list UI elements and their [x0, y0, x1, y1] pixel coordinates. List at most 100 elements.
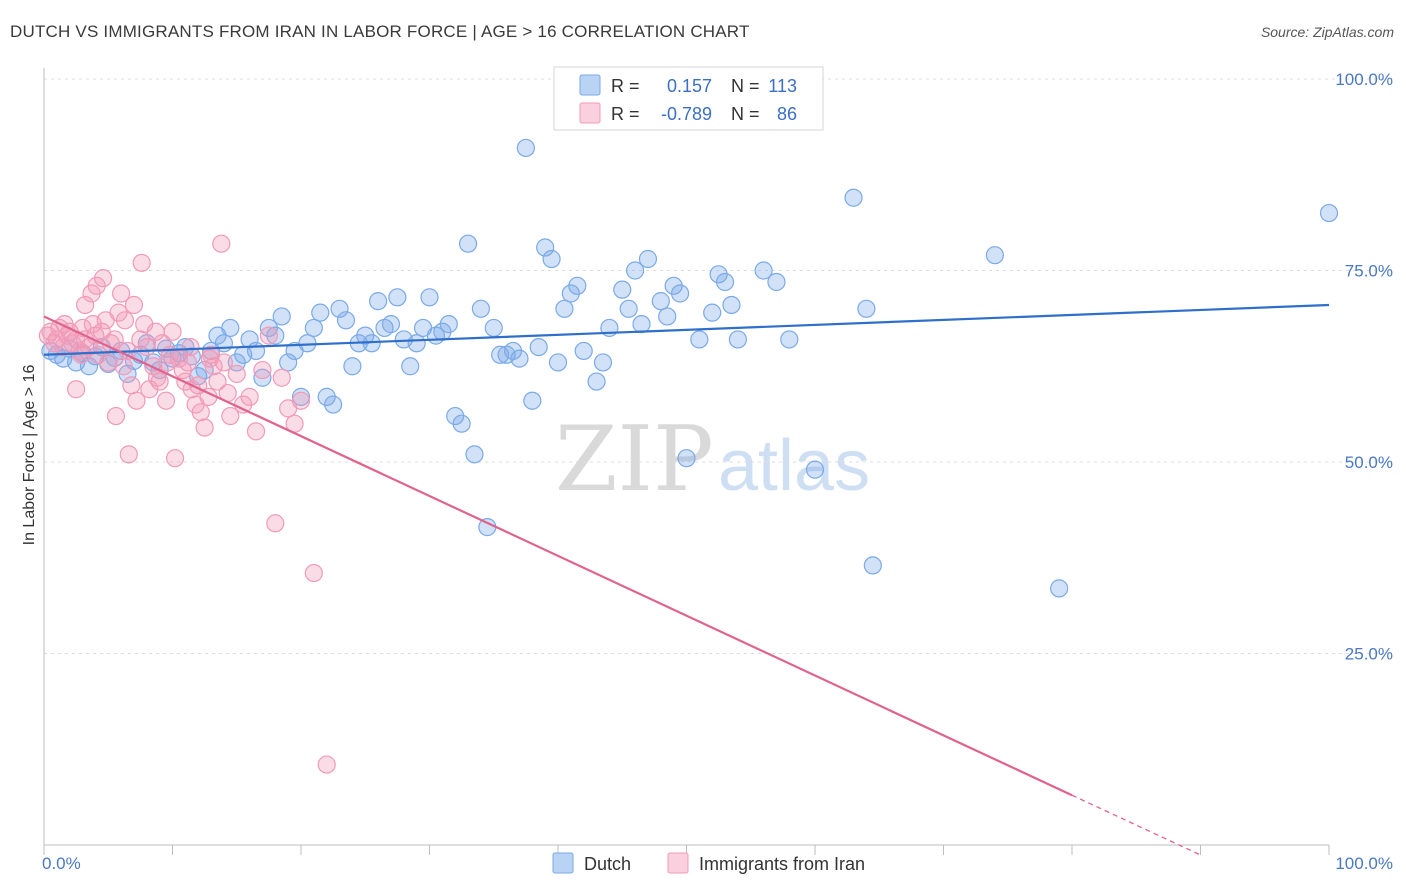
axes — [43, 68, 1330, 855]
dutch-point — [253, 368, 272, 387]
dutch-point — [780, 330, 799, 349]
x-tick-label-right: 100.0% — [1335, 854, 1393, 873]
dutch-point — [529, 338, 548, 357]
dutch-point — [593, 353, 613, 372]
iran-point — [208, 372, 227, 391]
iran-point — [150, 372, 169, 391]
legend-r-label-dutch: R = — [611, 76, 640, 96]
iran-point — [227, 364, 246, 384]
dutch-point — [330, 299, 349, 318]
iran-point — [212, 234, 231, 253]
dutch-point — [176, 338, 195, 357]
dutch-point — [221, 318, 240, 338]
dutch-point — [722, 295, 741, 315]
dutch-point — [1319, 203, 1339, 223]
dutch-point — [625, 261, 645, 280]
iran-point — [165, 449, 185, 468]
dutch-point — [311, 303, 330, 322]
dutch-point — [484, 318, 503, 338]
legend-r-label-iran: R = — [611, 104, 640, 124]
dutch-point — [452, 414, 471, 433]
dutch-point — [670, 284, 690, 303]
dutch-point — [754, 261, 773, 280]
dutch-point — [574, 341, 593, 361]
legend-swatch-dutch — [579, 74, 601, 96]
dutch-point — [638, 249, 658, 269]
data-points — [38, 138, 1339, 774]
iran-point — [156, 391, 176, 410]
legend-r-value-iran: -0.789 — [661, 104, 712, 124]
dutch-point — [381, 315, 401, 334]
dutch-point — [690, 330, 709, 349]
dutch-point — [240, 330, 259, 349]
dutch-point — [465, 445, 484, 464]
iran-point — [99, 353, 118, 372]
iran-trend-line — [43, 315, 1073, 797]
dutch-point — [857, 299, 876, 318]
dutch-point — [266, 326, 285, 345]
iran-point — [158, 353, 177, 372]
y-tick-labels: 25.0% 50.0% 75.0% 100.0% — [1335, 70, 1393, 664]
iran-point — [146, 322, 165, 341]
iran-point — [195, 418, 214, 437]
grid-lines — [44, 78, 1393, 654]
iran-trend-extension — [1071, 794, 1201, 856]
dutch-point — [863, 556, 882, 575]
iran-point — [67, 380, 86, 399]
dutch-point — [324, 395, 343, 414]
watermark-atlas: atlas — [718, 426, 870, 506]
chart-title: DUTCH VS IMMIGRANTS FROM IRAN IN LABOR F… — [10, 22, 750, 41]
series-legend: Dutch Immigrants from Iran — [552, 852, 865, 874]
iran-point — [291, 391, 311, 410]
dutch-point — [369, 292, 388, 311]
dutch-point — [568, 276, 587, 295]
iran-point — [106, 406, 126, 426]
series-legend-label-iran: Immigrants from Iran — [699, 854, 865, 874]
dutch-point — [587, 372, 606, 391]
y-tick-label: 25.0% — [1345, 645, 1393, 664]
legend-n-value-dutch: 113 — [768, 76, 797, 96]
iran-point — [111, 284, 131, 303]
iran-point — [178, 353, 198, 372]
legend-n-label-dutch: N = — [731, 76, 760, 96]
dutch-point — [536, 238, 555, 257]
dutch-point — [767, 272, 786, 292]
dutch-point — [336, 311, 356, 330]
y-tick-label: 75.0% — [1345, 262, 1393, 281]
dutch-point — [246, 341, 266, 361]
dutch-point — [715, 272, 735, 292]
iran-point — [214, 353, 233, 372]
iran-point — [200, 349, 219, 368]
dutch-point — [844, 188, 863, 207]
iran-point — [304, 563, 323, 583]
dutch-point — [516, 138, 535, 158]
y-tick-label: 50.0% — [1345, 453, 1393, 472]
dutch-point — [279, 353, 298, 372]
stats-legend: R = 0.157 N = 113 R = -0.789 N = 86 — [553, 66, 824, 131]
iran-point — [127, 391, 146, 410]
dutch-point — [613, 280, 632, 299]
iran-point — [72, 345, 91, 364]
iran-points — [38, 234, 336, 774]
iran-point — [119, 445, 138, 464]
iran-point — [163, 322, 182, 341]
dutch-point — [619, 299, 638, 318]
source-credit: Source: ZipAtlas.com — [1260, 24, 1394, 40]
trend-lines — [43, 303, 1330, 856]
iran-point — [272, 368, 291, 387]
dutch-point — [548, 353, 568, 372]
iran-point — [181, 338, 200, 357]
dutch-point — [651, 292, 670, 311]
dutch-point — [703, 303, 722, 322]
legend-n-value-iran: 86 — [777, 104, 797, 124]
series-legend-label-dutch: Dutch — [584, 854, 631, 874]
dutch-point — [555, 299, 574, 318]
y-axis-label: In Labor Force | Age > 16 — [21, 365, 38, 546]
iran-point — [114, 357, 133, 376]
dutch-point — [439, 315, 458, 334]
dutch-point — [343, 357, 362, 376]
legend-swatch-iran — [579, 102, 601, 124]
iran-point — [94, 269, 113, 288]
dutch-point — [985, 246, 1005, 265]
dutch-point — [805, 460, 825, 479]
